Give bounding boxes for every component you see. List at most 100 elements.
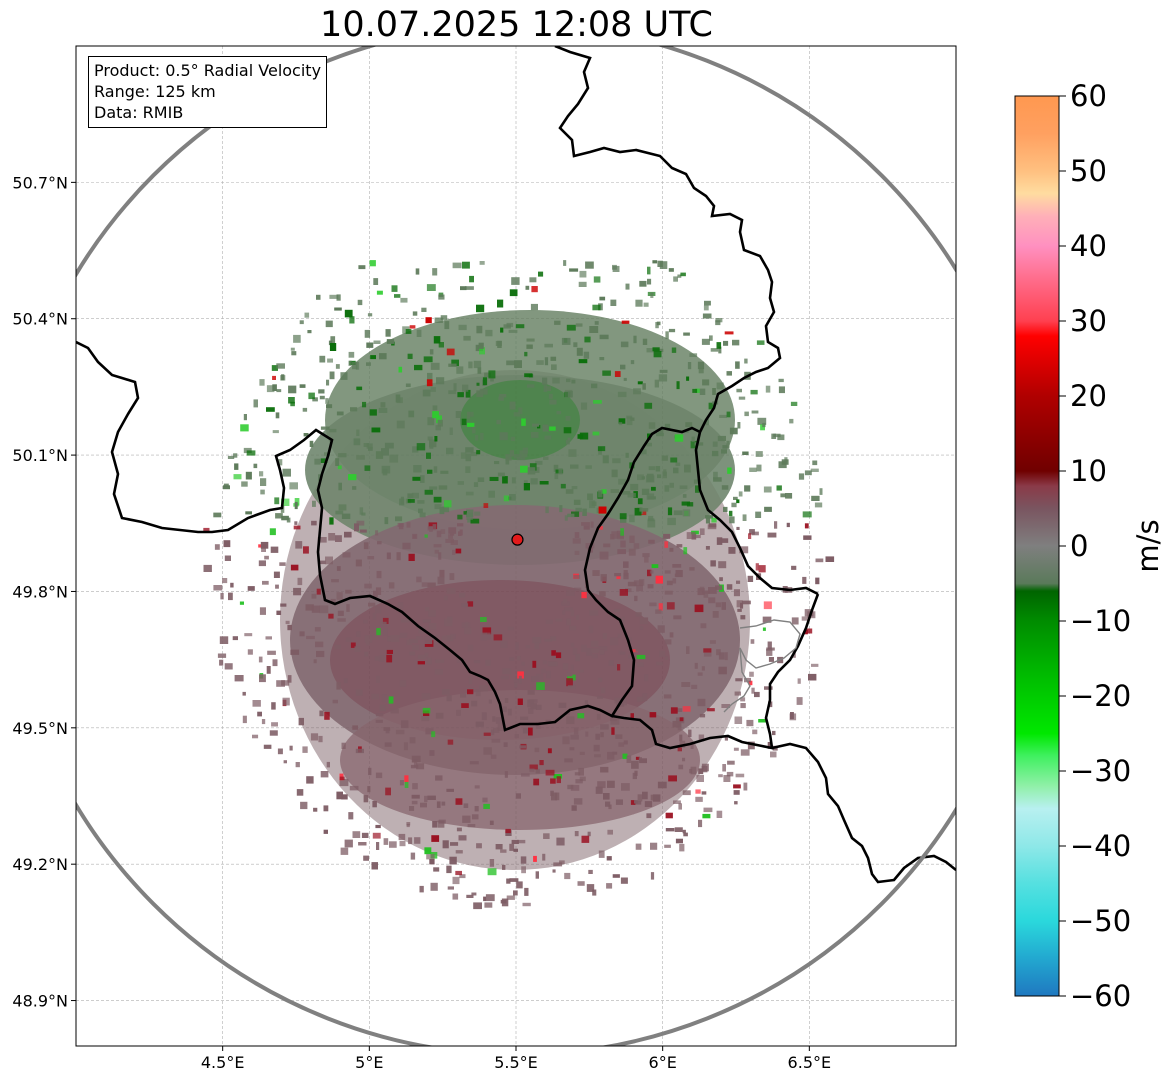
- echo-speckle: [798, 473, 805, 480]
- echo-speckle: [762, 422, 766, 428]
- echo-speckle: [758, 719, 768, 723]
- echo-speckle: [469, 275, 474, 283]
- echo-speckle: [757, 417, 767, 425]
- echo-speckle: [432, 268, 438, 276]
- echo-speckle: [463, 335, 471, 341]
- echo-speckle: [770, 751, 777, 758]
- echo-speckle: [575, 507, 582, 513]
- echo-speckle: [373, 340, 381, 344]
- echo-speckle: [690, 766, 697, 775]
- echo-speckle: [676, 544, 683, 548]
- echo-speckle: [750, 639, 755, 644]
- echo-speckle: [386, 339, 395, 344]
- echo-speckle: [652, 347, 660, 352]
- x-tick-label: 4.5°E: [201, 1053, 245, 1072]
- echo-speckle: [329, 343, 337, 351]
- echo-speckle: [655, 575, 663, 584]
- map-axes[interactable]: 4.5°E 5°E 5.5°E 6°E 6.5°E 50.7°N 50.4°N 50.1°N…: [2, 25, 1032, 1072]
- radar-site-marker[interactable]: [511, 533, 524, 546]
- echo-speckle: [258, 560, 266, 567]
- colorbar-tick-label: −60: [1070, 979, 1131, 1013]
- echo-speckle: [740, 697, 746, 702]
- echo-speckle: [542, 660, 547, 665]
- echo-speckle: [619, 513, 627, 520]
- echo-speckle: [532, 423, 540, 427]
- echo-speckle: [459, 592, 466, 598]
- echo-speckle: [735, 678, 743, 682]
- echo-speckle: [373, 278, 379, 285]
- echo-speckle: [341, 794, 348, 800]
- echo-speckle: [581, 592, 587, 599]
- echo-speckle: [707, 708, 715, 712]
- echo-speckle: [804, 629, 808, 635]
- echo-speckle: [688, 729, 692, 737]
- echo-speckle: [764, 686, 773, 690]
- echo-speckle: [306, 776, 314, 784]
- echo-speckle: [667, 517, 676, 526]
- echo-speckle: [655, 466, 661, 472]
- echo-speckle: [600, 687, 606, 694]
- echo-speckle: [310, 733, 319, 741]
- echo-speckle: [499, 432, 508, 441]
- echo-speckle: [260, 489, 265, 495]
- echo-speckle: [339, 776, 345, 781]
- echo-speckle: [509, 878, 519, 882]
- echo-speckle: [597, 695, 604, 699]
- echo-speckle: [594, 754, 601, 758]
- echo-speckle: [719, 414, 727, 418]
- echo-speckle: [639, 617, 649, 625]
- echo-speckle: [748, 680, 753, 686]
- echo-speckle: [749, 671, 754, 677]
- echo-speckle: [569, 747, 575, 751]
- echo-speckle: [600, 766, 609, 773]
- echo-speckle: [388, 582, 395, 589]
- echo-speckle: [234, 675, 244, 682]
- colorbar-tick-label: 40: [1070, 229, 1107, 263]
- echo-speckle: [675, 462, 681, 466]
- echo-speckle: [450, 532, 455, 536]
- echo-speckle: [573, 727, 579, 735]
- echo-speckle: [635, 299, 643, 307]
- echo-speckle: [678, 803, 682, 810]
- echo-speckle: [726, 440, 730, 448]
- echo-speckle: [723, 506, 728, 512]
- echo-speckle: [716, 810, 723, 818]
- echo-speckle: [644, 674, 649, 682]
- echo-speckle: [562, 610, 566, 615]
- echo-speckle: [372, 801, 377, 808]
- echo-speckle: [686, 646, 690, 654]
- echo-speckle: [352, 361, 358, 370]
- echo-speckle: [804, 609, 814, 617]
- echo-speckle: [747, 575, 754, 582]
- echo-speckle: [550, 636, 557, 641]
- echo-speckle: [383, 727, 391, 731]
- echo-speckle: [698, 768, 704, 775]
- echo-speckle: [517, 839, 526, 844]
- echo-speckle: [520, 716, 529, 720]
- echo-speckle: [446, 865, 452, 874]
- echo-speckle: [796, 697, 803, 705]
- echo-speckle: [375, 719, 383, 723]
- echo-speckle: [348, 360, 352, 366]
- echo-speckle: [375, 530, 379, 536]
- echo-speckle: [428, 610, 436, 617]
- echo-speckle: [606, 856, 612, 861]
- echo-speckle: [271, 702, 276, 710]
- echo-speckle: [627, 581, 637, 587]
- echo-speckle: [419, 885, 424, 893]
- echo-speckle: [679, 734, 683, 742]
- echo-speckle: [676, 381, 680, 390]
- echo-speckle: [539, 481, 549, 485]
- y-axis-ticks: 50.7°N 50.4°N 50.1°N 49.8°N 49.5°N 49.2°N 48.9…: [12, 173, 76, 1011]
- echo-speckle: [416, 576, 422, 583]
- echo-speckle: [500, 849, 507, 853]
- echo-speckle: [597, 446, 606, 452]
- echo-speckle: [621, 320, 630, 324]
- echo-speckle: [596, 713, 601, 720]
- echo-speckle: [599, 649, 605, 655]
- echo-speckle: [545, 769, 555, 776]
- echo-speckle: [648, 466, 656, 471]
- echo-speckle: [756, 340, 765, 345]
- echo-speckle: [490, 754, 497, 759]
- echo-speckle: [222, 485, 230, 490]
